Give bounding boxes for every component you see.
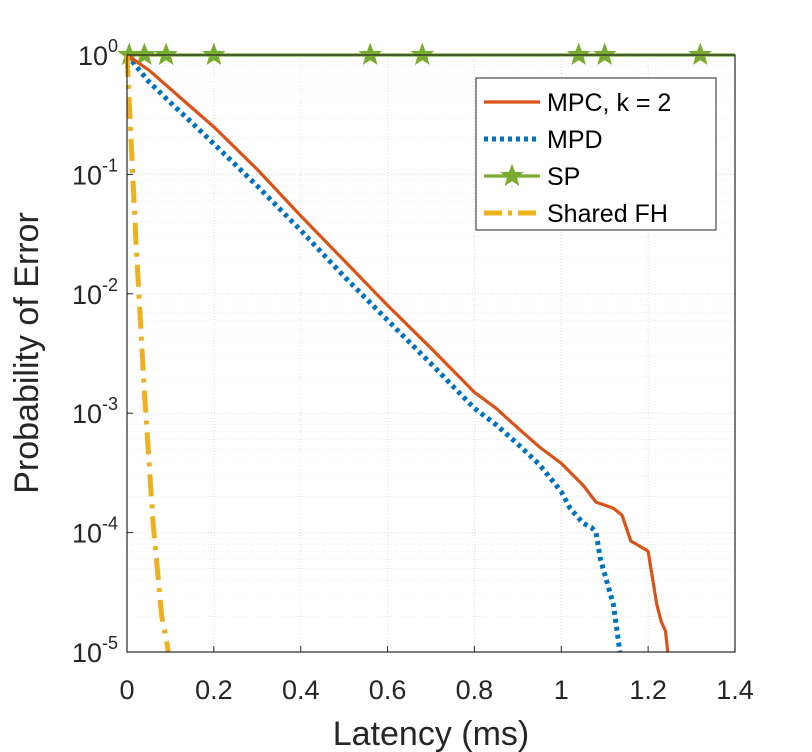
sp-star-marker — [154, 42, 178, 66]
series-line-1 — [125, 53, 623, 653]
y-tick-label: 10-2 — [72, 275, 118, 310]
x-tick-label: 0.4 — [282, 675, 320, 705]
sp-star-marker — [358, 42, 383, 66]
legend-label: MPC, k = 2 — [547, 89, 671, 117]
plot-frame — [126, 54, 736, 653]
x-tick-label: 1.4 — [716, 675, 754, 705]
sp-star-marker — [202, 42, 226, 66]
series-line-3 — [124, 54, 171, 653]
x-tick-label: 0.2 — [195, 675, 233, 705]
x-tick-label: 1.2 — [629, 675, 667, 705]
sp-star-marker — [566, 42, 591, 66]
x-axis-ticks: 0 0.2 0.4 0.6 0.8 1 1.2 1.4 — [119, 646, 754, 705]
y-tick-label: 10-4 — [72, 514, 118, 549]
x-tick-label: 0.6 — [369, 675, 407, 705]
sp-star-marker — [410, 42, 435, 66]
y-tick-label: 10-3 — [72, 394, 118, 429]
sp-star-marker — [688, 42, 713, 66]
x-tick-label: 0.8 — [456, 675, 494, 705]
y-axis-ticks: 100 10-1 10-2 10-3 10-4 10-5 — [72, 36, 133, 668]
minor-grid — [127, 60, 735, 617]
legend-star-marker — [500, 163, 524, 187]
sp-star-marker — [132, 42, 157, 66]
y-tick-label: 10-1 — [72, 155, 118, 190]
legend-label: SP — [547, 163, 580, 191]
legend-label: Shared FH — [547, 200, 668, 228]
sp-star-marker — [592, 42, 617, 66]
x-axis-label: Latency (ms) — [333, 715, 530, 752]
legend: MPC, k = 2 MPD SP Shared FH — [475, 77, 717, 231]
x-tick-label: 1 — [554, 675, 569, 705]
y-axis-label: Probability of Error — [8, 212, 46, 494]
x-tick-label: 0 — [119, 675, 134, 705]
y-tick-label: 10-5 — [72, 633, 118, 668]
y-tick-label: 100 — [78, 36, 118, 71]
series-line-0 — [126, 53, 670, 653]
legend-label: MPD — [547, 126, 603, 154]
